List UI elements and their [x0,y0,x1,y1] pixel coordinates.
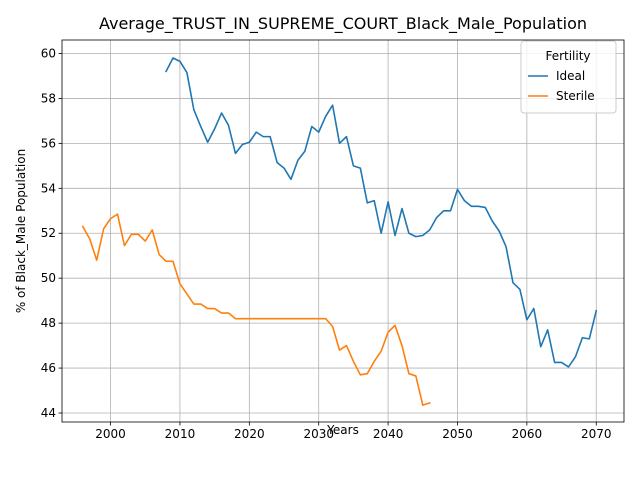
x-tick-label: 2000 [95,427,126,441]
x-tick-label: 2020 [234,427,265,441]
series-line-sterile [81,213,431,406]
y-tick-label: 48 [41,316,56,330]
y-tick-label: 44 [41,406,56,420]
legend-label-sterile: Sterile [556,89,595,103]
x-axis-ticks: 2000 2010 2020 2030 2040 2050 2060 2070 [95,422,612,441]
chart-title: Average_TRUST_IN_SUPREME_COURT_Black_Mal… [99,14,587,34]
x-tick-label: 2050 [442,427,473,441]
x-tick-label: 2040 [373,427,404,441]
x-tick-label: 2010 [165,427,196,441]
legend-box [520,40,617,114]
y-tick-label: 46 [41,361,56,375]
y-axis-label: % of Black_Male Population [14,149,28,313]
x-tick-label: 2070 [581,427,612,441]
legend: Fertility Ideal Sterile [520,40,617,114]
x-axis-label: Years [326,423,359,437]
y-tick-label: 50 [41,271,56,285]
x-tick-label: 2060 [512,427,543,441]
series-line-ideal [164,57,598,368]
legend-title: Fertility [545,49,590,63]
x-tick-label: 2030 [303,427,334,441]
legend-label-ideal: Ideal [556,69,585,83]
y-tick-label: 60 [41,46,56,60]
y-tick-label: 52 [41,226,56,240]
series-lines [81,57,598,406]
y-tick-label: 58 [41,91,56,105]
y-axis-ticks: 44 46 48 50 52 54 56 58 60 [41,46,62,420]
plot-frame [61,39,625,423]
y-tick-label: 54 [41,181,56,195]
legend-items: Ideal Sterile [528,69,595,103]
y-tick-label: 56 [41,136,56,150]
